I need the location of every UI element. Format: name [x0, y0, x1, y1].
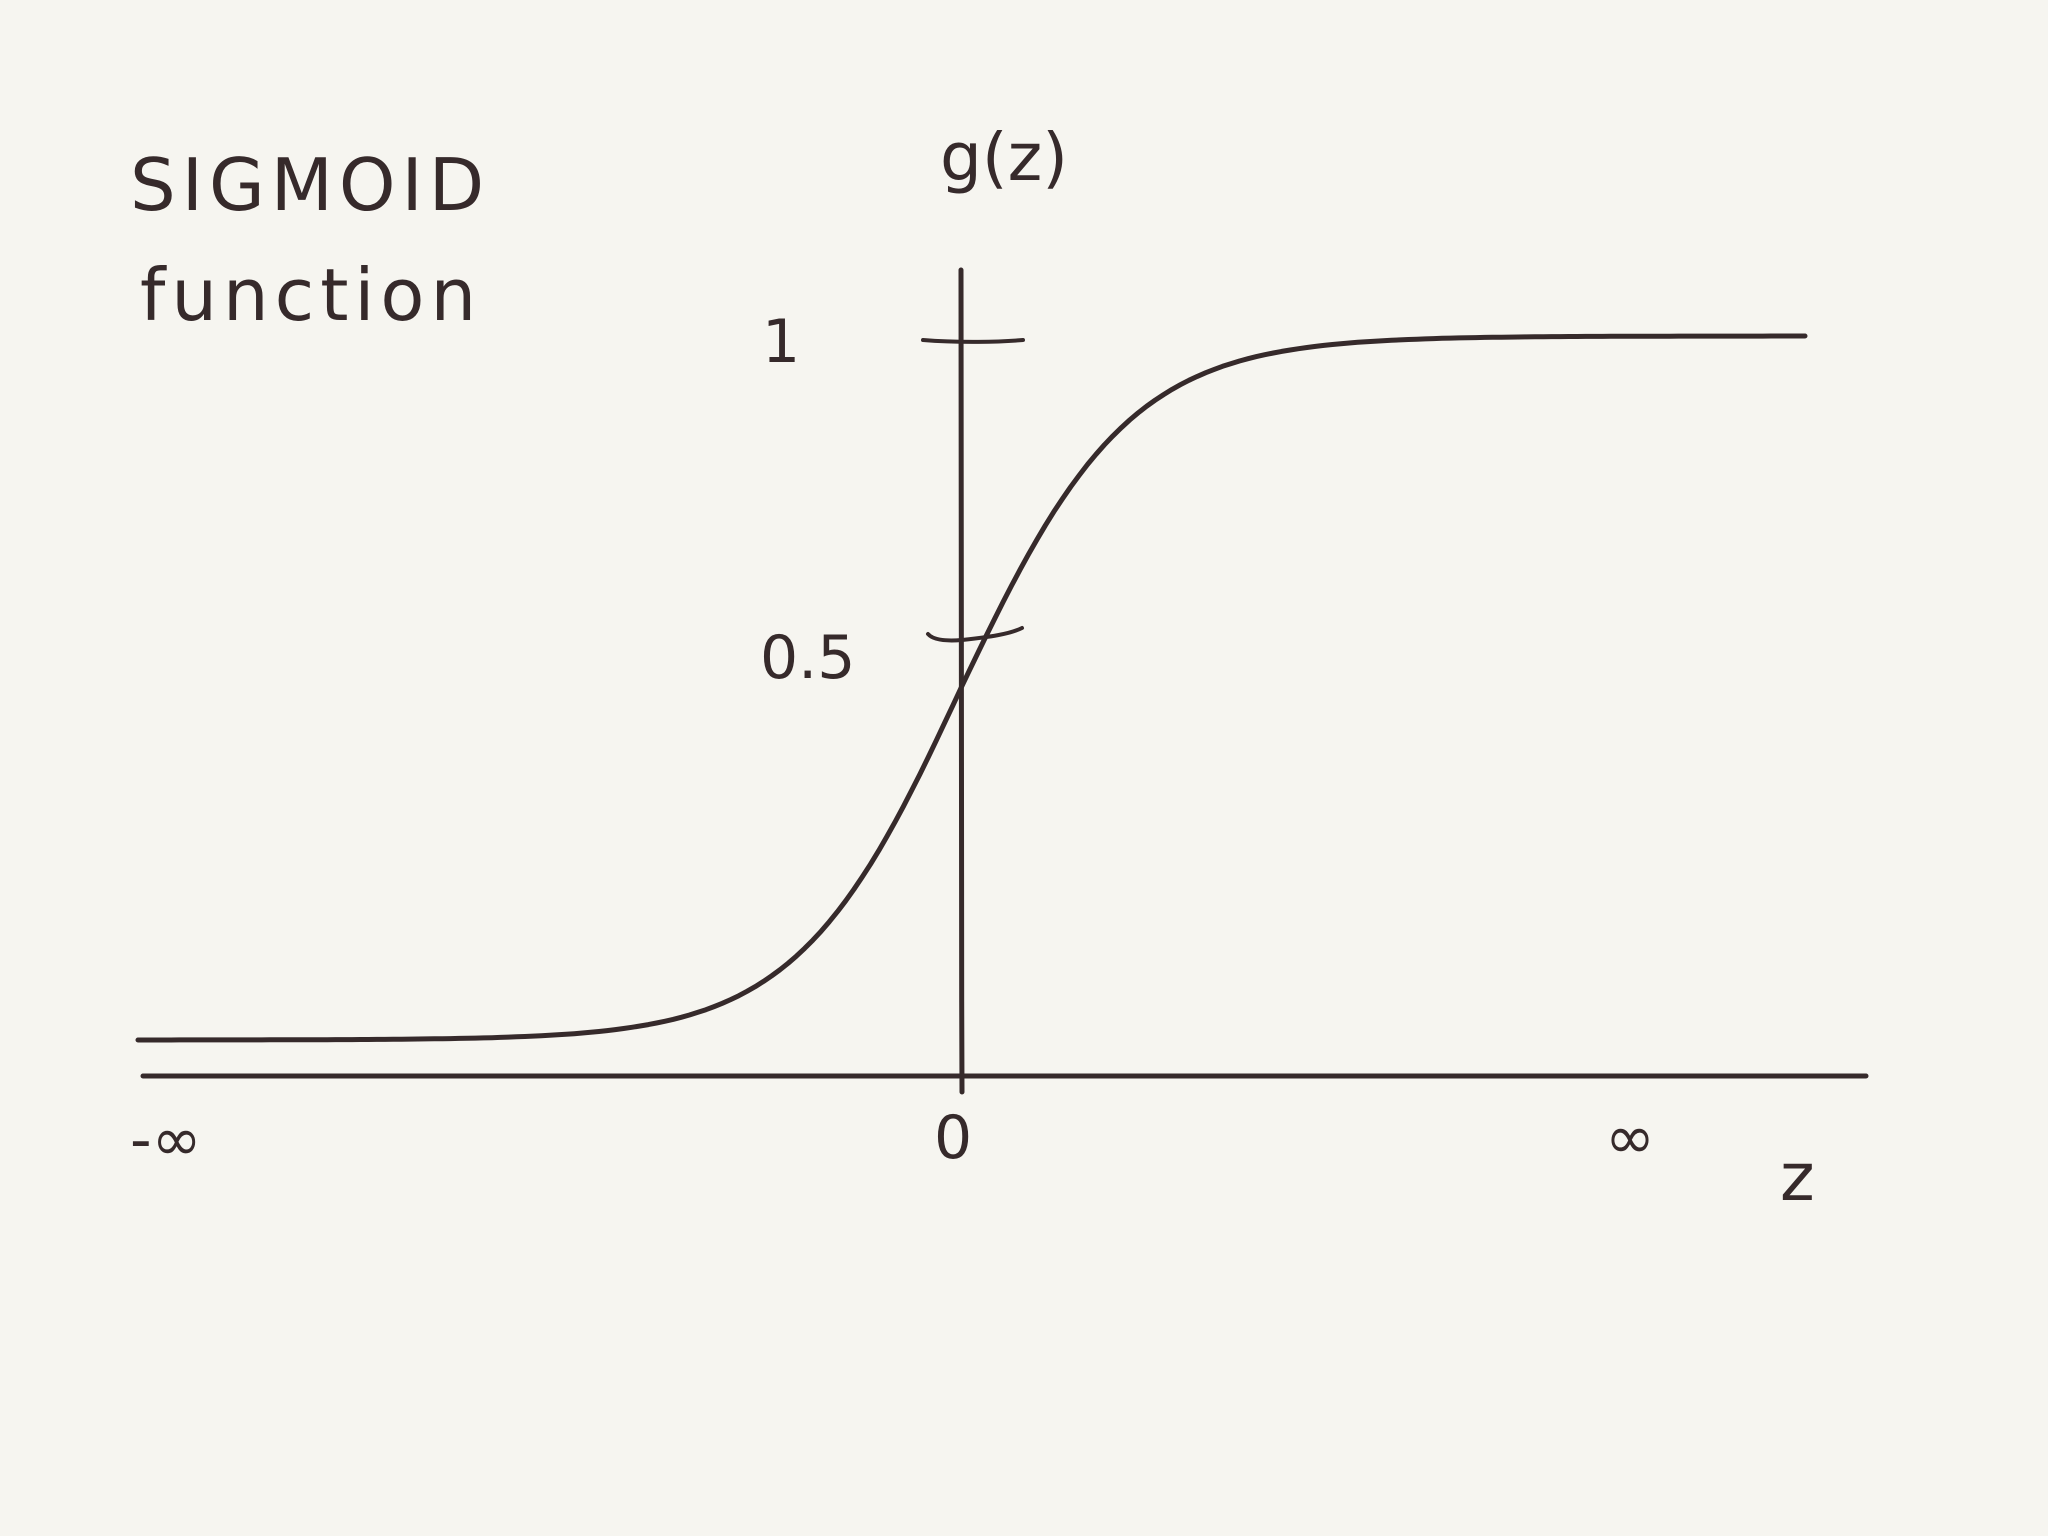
x-axis-label: z: [1780, 1139, 1815, 1216]
y-tick-label-half: 0.5: [760, 623, 855, 693]
x-axis: [140, 1072, 1869, 1079]
x-tick-label-zero: 0: [934, 1103, 972, 1173]
y-tick-half: [926, 626, 1024, 643]
y-tick-one: [921, 338, 1025, 344]
sigmoid-curve: [135, 333, 1808, 1043]
x-tick-label-left: -∞: [130, 1105, 202, 1175]
y-axis-label: g(z): [940, 119, 1068, 196]
x-tick-label-right: ∞: [1605, 1103, 1655, 1173]
y-tick-label-one: 1: [762, 307, 800, 377]
y-axis: [958, 267, 965, 1095]
title-line-2: function: [140, 253, 482, 337]
title-line-1: SIGMOID: [130, 143, 490, 227]
